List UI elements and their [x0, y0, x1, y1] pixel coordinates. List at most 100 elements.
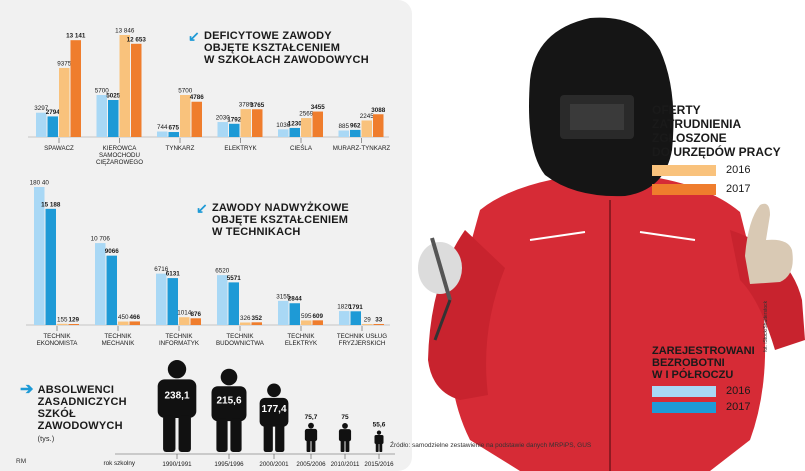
- s2-category-label: EKONOMISTA: [37, 340, 79, 347]
- s3-category-label: 1990/1991: [162, 461, 192, 468]
- s1-bar: [240, 109, 251, 137]
- s2-bar: [312, 320, 323, 325]
- s1-bar: [59, 67, 70, 137]
- s2-bar: [190, 318, 201, 325]
- s1-bar: [47, 116, 58, 137]
- section1-title-line3: W SZKOŁACH ZAWODOWYCH: [203, 54, 369, 66]
- s3-person-leg: [311, 440, 316, 452]
- s2-value-label: 6131: [166, 271, 181, 278]
- legend-label: 2017: [726, 183, 751, 195]
- s1-category-label: MURARZ-TYNKARZ: [333, 145, 391, 152]
- s1-bar: [252, 109, 263, 137]
- legend-unemployed-title: ZAREJESTROWANI BEZROBOTNI W I PÓŁROCZU: [652, 345, 755, 381]
- s1-bar: [338, 130, 349, 137]
- s2-category-label: MECHANIK: [102, 340, 136, 347]
- s3-axis-label: rok szkolny: [104, 460, 136, 467]
- s3-value-label: 55,6: [373, 422, 386, 429]
- s1-bar: [217, 122, 228, 137]
- s1-category-label: ELEKTRYK: [224, 145, 257, 152]
- s3-person-leg: [178, 415, 191, 452]
- s3-person-leg: [379, 443, 383, 452]
- s1-value-label: 885: [338, 123, 349, 130]
- s1-bar: [361, 120, 372, 137]
- s2-category-label: TECHNIK: [287, 333, 315, 340]
- arrow-down-left-icon: ↙: [196, 200, 208, 216]
- s2-category-label: ELEKTRYK: [285, 340, 318, 347]
- section3-title-line2: ZASADNICZYCH: [37, 396, 127, 408]
- s1-value-label: 1792: [227, 116, 242, 123]
- s1-bar: [191, 101, 202, 137]
- s1-bar: [157, 131, 168, 137]
- s1-value-label: 5700: [178, 88, 193, 95]
- s3-person-head: [376, 430, 382, 435]
- s3-person-head: [342, 423, 348, 429]
- s3-person-head: [267, 383, 281, 398]
- s1-category-label: CIEŚLA: [290, 144, 313, 152]
- s2-value-label: 9066: [105, 248, 120, 255]
- legend-offers-title-line3: ZGŁOSZONE: [652, 131, 727, 145]
- s1-value-label: 3765: [250, 102, 265, 109]
- s1-bar: [301, 118, 312, 137]
- s2-value-label: 10 706: [91, 236, 111, 243]
- s1-bar: [312, 111, 323, 137]
- s2-category-label: BUDOWNICTWA: [216, 340, 265, 347]
- s3-person-body: [157, 379, 197, 418]
- s2-value-label: 466: [129, 314, 140, 321]
- s3-person-leg: [216, 418, 228, 452]
- s2-value-label: 5571: [227, 275, 242, 282]
- s2-bar: [362, 324, 373, 325]
- s1-bar: [96, 95, 107, 137]
- s2-category-label: TECHNIK: [226, 333, 254, 340]
- s1-bar: [373, 114, 384, 137]
- s2-value-label: 326: [240, 315, 251, 322]
- s3-category-label: 2005/2006: [296, 461, 326, 468]
- s2-value-label: 2844: [288, 296, 303, 303]
- s1-bar: [350, 129, 361, 137]
- s3-person-body: [338, 429, 352, 442]
- s2-category-label: TECHNIK: [43, 333, 71, 340]
- s3-person-head: [308, 422, 314, 429]
- legend-offers-title-line2: ZATRUDNIENIA: [652, 117, 742, 131]
- s3-person-leg: [340, 440, 345, 452]
- s1-bar: [108, 99, 119, 137]
- s1-value-label: 3088: [371, 107, 386, 114]
- s3-person-head: [220, 368, 238, 386]
- legend-swatch: [652, 401, 716, 413]
- author-initials: RM: [16, 458, 27, 465]
- s2-bar: [45, 208, 56, 325]
- s1-value-label: 2030: [216, 115, 231, 122]
- section3-title-line4: ZAWODOWYCH: [37, 420, 123, 432]
- legend-unemployed-title-line1: ZAREJESTROWANI: [652, 345, 755, 357]
- legend-offers-2017: 2017: [652, 183, 750, 195]
- legend-label: 2016: [726, 164, 751, 176]
- s2-value-label: 129: [68, 317, 79, 324]
- s2-value-label: 876: [190, 311, 201, 318]
- s3-person-leg: [263, 424, 273, 452]
- s2-bar: [68, 324, 79, 325]
- s3-category-label: 2015/2016: [364, 461, 394, 468]
- s1-value-label: 9375: [57, 60, 72, 67]
- s2-category-label: TECHNIK: [165, 333, 193, 340]
- s1-category-label: CIĘŻAROWEGO: [96, 159, 143, 166]
- s2-bar: [106, 255, 117, 325]
- s2-category-label: INFORMATYK: [159, 340, 200, 347]
- s2-bar: [34, 187, 45, 325]
- s1-value-label: 3789: [239, 102, 254, 109]
- s2-category-label: TECHNIK USŁUG: [337, 333, 387, 340]
- s2-bar: [301, 320, 312, 325]
- s3-person-body: [374, 435, 384, 445]
- source-note: Źródło: samodzielne zestawienie na podst…: [390, 442, 592, 449]
- s2-value-label: 352: [251, 315, 262, 322]
- s3-person-leg: [375, 443, 379, 452]
- s3-person-leg: [345, 440, 350, 452]
- section3-title-line1: ABSOLWENCI: [37, 384, 115, 396]
- s2-bar: [167, 278, 178, 325]
- s1-bar: [278, 129, 289, 137]
- s1-value-label: 3297: [34, 105, 49, 112]
- section2-title: ↙ ZAWODY NADWYŻKOWE OBJĘTE KSZTAŁCENIEM …: [196, 200, 349, 238]
- s1-value-label: 12 653: [127, 36, 147, 43]
- s2-bar: [118, 321, 129, 325]
- s1-category-label: SAMOCHODU: [99, 152, 140, 159]
- s2-value-label: 29: [364, 317, 372, 324]
- s1-value-label: 1230: [288, 120, 303, 127]
